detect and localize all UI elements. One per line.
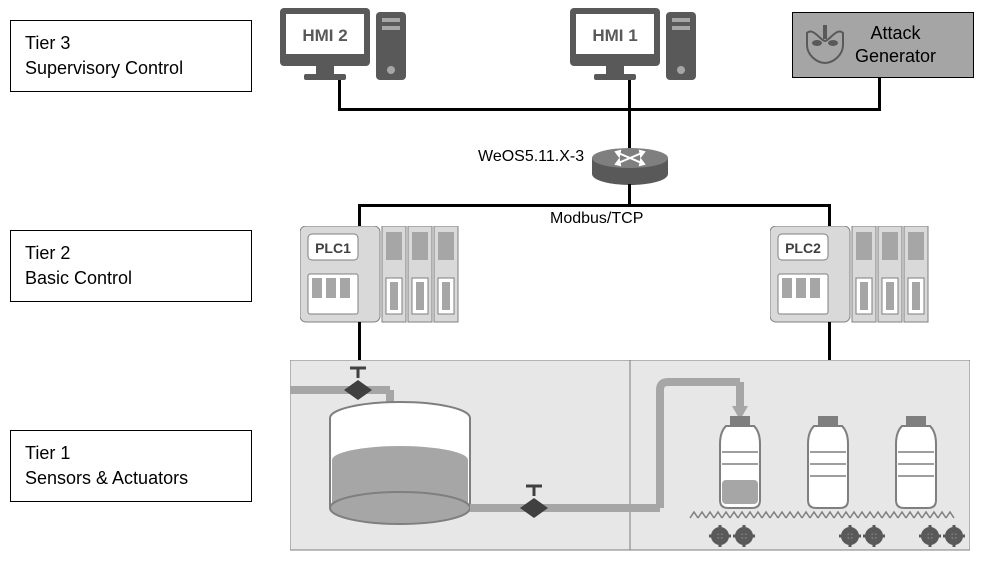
- diagram-root: Tier 3 Supervisory Control Tier 2 Basic …: [0, 0, 982, 568]
- tank-icon: [330, 402, 470, 524]
- hmi2-icon: HMI 2: [280, 8, 410, 98]
- plc1-to-process: [358, 322, 361, 360]
- tier2-subtitle: Basic Control: [25, 266, 237, 291]
- svg-text:PLC1: PLC1: [315, 240, 351, 256]
- attack-generator-box: Attack Generator: [792, 12, 974, 78]
- router-label: WeOS5.11.X-3: [478, 148, 584, 166]
- plc2-to-process: [828, 322, 831, 360]
- bottle-2-icon: [808, 416, 848, 508]
- tier3-title: Tier 3: [25, 31, 237, 56]
- plc1-drop: [358, 204, 361, 228]
- plc2-drop: [828, 204, 831, 228]
- tier1-label-box: Tier 1 Sensors & Actuators: [10, 430, 252, 502]
- bottle-1-icon: [720, 416, 760, 508]
- attack-label-2: Generator: [855, 45, 936, 68]
- tier1-subtitle: Sensors & Actuators: [25, 466, 237, 491]
- hmi1-icon: HMI 1: [570, 8, 700, 98]
- tier2-title: Tier 2: [25, 241, 237, 266]
- hmi2-drop: [338, 80, 341, 110]
- bottle-3-icon: [896, 416, 936, 508]
- tier1-title: Tier 1: [25, 441, 237, 466]
- plc1-icon: PLC1: [300, 226, 460, 326]
- process-panels: [290, 360, 970, 554]
- svg-text:PLC2: PLC2: [785, 240, 821, 256]
- hmi1-drop: [628, 80, 631, 110]
- hmi2-text: HMI 2: [302, 26, 347, 45]
- protocol-label: Modbus/TCP: [550, 210, 643, 228]
- attack-label-1: Attack: [855, 22, 936, 45]
- plc2-icon: PLC2: [770, 226, 930, 326]
- hmi1-text: HMI 1: [592, 26, 637, 45]
- tier2-bus: [358, 204, 830, 207]
- tier3-bus: [338, 108, 881, 111]
- mask-icon: [803, 25, 847, 65]
- tier3-label-box: Tier 3 Supervisory Control: [10, 20, 252, 92]
- attack-drop: [878, 78, 881, 110]
- router-icon: [590, 148, 670, 186]
- router-down: [628, 184, 631, 206]
- tier2-label-box: Tier 2 Basic Control: [10, 230, 252, 302]
- tier3-subtitle: Supervisory Control: [25, 56, 237, 81]
